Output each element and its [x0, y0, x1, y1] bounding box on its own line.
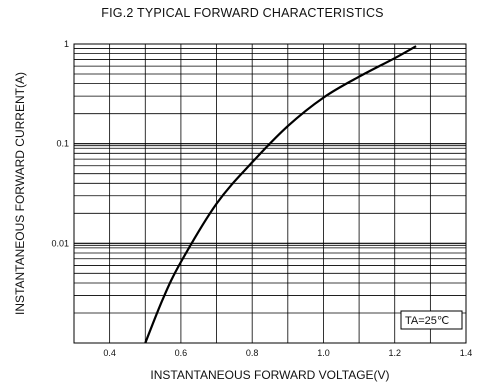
y-axis-label: INSTANTANEOUS FORWARD CURRENT(A) — [13, 72, 27, 315]
plot-frame — [73, 43, 467, 344]
tick-labels: 0.4 0.6 0.8 1.0 1.2 1.4 1 0.1 0.01 — [51, 39, 472, 358]
x-axis-label: INSTANTANEOUS FORWARD VOLTAGE(V) — [150, 368, 389, 382]
chart-title: FIG.2 TYPICAL FORWARD CHARACTERISTICS — [101, 6, 384, 20]
y-tick-label: 1 — [64, 39, 69, 49]
x-tick-label: 0.4 — [103, 348, 116, 358]
x-tick-label: 1.0 — [317, 348, 330, 358]
condition-box: TA=25℃ — [400, 310, 463, 330]
x-tick-label: 1.2 — [388, 348, 401, 358]
y-tick-label: 0.1 — [56, 139, 69, 149]
x-tick-label: 0.6 — [175, 348, 188, 358]
condition-label: TA=25℃ — [405, 315, 449, 327]
grid — [74, 44, 466, 343]
y-tick-label: 0.01 — [51, 238, 69, 248]
x-tick-label: 1.4 — [460, 348, 473, 358]
forward-characteristic-curve — [144, 45, 417, 344]
x-tick-label: 0.8 — [246, 348, 259, 358]
